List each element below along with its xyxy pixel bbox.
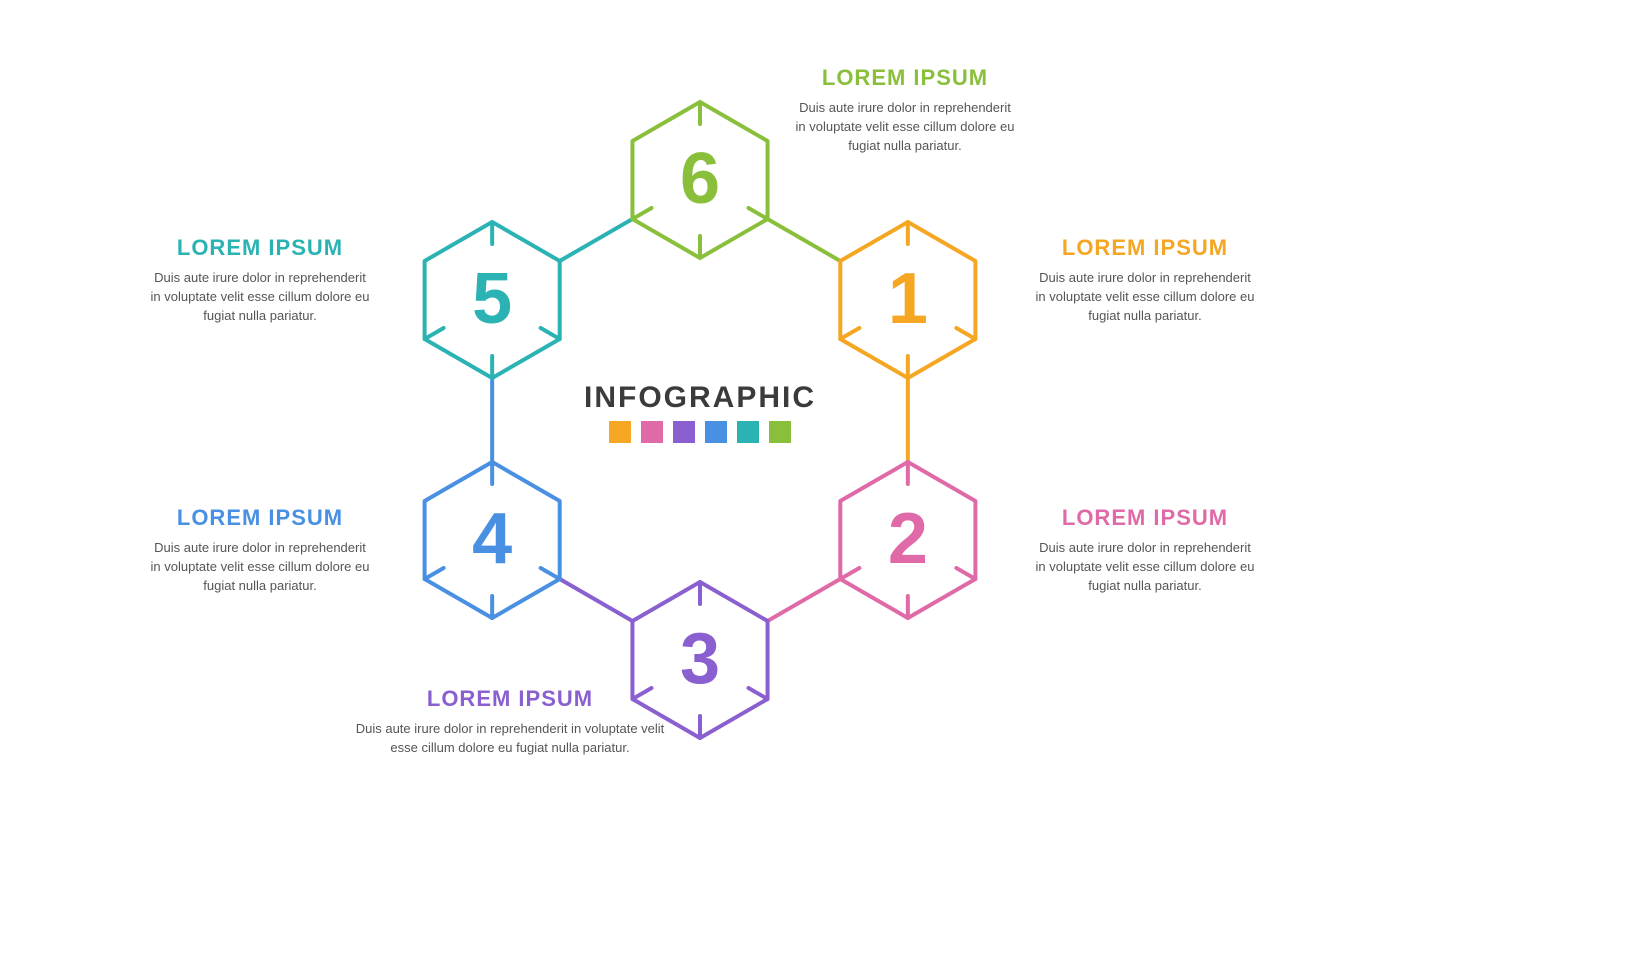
text-block-5: LOREM IPSUM Duis aute irure dolor in repr… [150, 235, 370, 326]
swatch-5 [737, 421, 759, 443]
text-block-2: LOREM IPSUM Duis aute irure dolor in repr… [1035, 505, 1255, 596]
connector-3-4 [550, 574, 642, 627]
text-block-4: LOREM IPSUM Duis aute irure dolor in repr… [150, 505, 370, 596]
block-title-2: LOREM IPSUM [1035, 505, 1255, 531]
hex-number-6: 6 [640, 138, 760, 220]
block-title-6: LOREM IPSUM [795, 65, 1015, 91]
block-title-4: LOREM IPSUM [150, 505, 370, 531]
connector-6-1 [758, 214, 850, 267]
text-block-1: LOREM IPSUM Duis aute irure dolor in repr… [1035, 235, 1255, 326]
swatch-6 [769, 421, 791, 443]
hex-number-5: 5 [432, 258, 552, 340]
swatch-1 [609, 421, 631, 443]
block-body-2: Duis aute irure dolor in reprehenderit i… [1035, 539, 1255, 596]
color-swatches [609, 421, 791, 443]
block-body-5: Duis aute irure dolor in reprehenderit i… [150, 269, 370, 326]
block-title-1: LOREM IPSUM [1035, 235, 1255, 261]
block-title-5: LOREM IPSUM [150, 235, 370, 261]
infographic-stage: INFOGRAPHIC LOREM IPSUM Duis aute irure d… [0, 0, 1633, 980]
connector-5-6 [550, 214, 642, 267]
connector-2-3 [758, 574, 850, 627]
hex-number-3: 3 [640, 618, 760, 700]
block-body-3: Duis aute irure dolor in reprehenderit i… [350, 720, 670, 758]
hex-number-1: 1 [848, 258, 968, 340]
block-body-4: Duis aute irure dolor in reprehenderit i… [150, 539, 370, 596]
block-body-6: Duis aute irure dolor in reprehenderit i… [795, 99, 1015, 156]
swatch-2 [641, 421, 663, 443]
swatch-4 [705, 421, 727, 443]
hex-number-4: 4 [432, 498, 552, 580]
hex-number-2: 2 [848, 498, 968, 580]
swatch-3 [673, 421, 695, 443]
block-body-1: Duis aute irure dolor in reprehenderit i… [1035, 269, 1255, 326]
center-title: INFOGRAPHIC [550, 381, 850, 415]
text-block-6: LOREM IPSUM Duis aute irure dolor in repr… [795, 65, 1015, 156]
text-block-3: LOREM IPSUM Duis aute irure dolor in repr… [350, 686, 670, 758]
block-title-3: LOREM IPSUM [350, 686, 670, 712]
